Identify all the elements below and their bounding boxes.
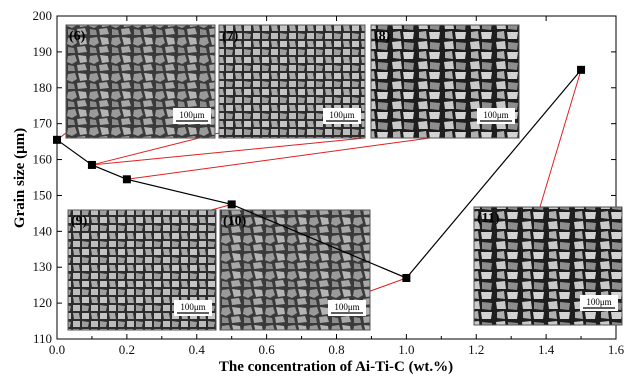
inset-connector-line bbox=[539, 69, 582, 208]
scale-bar-label: 100μm bbox=[483, 110, 508, 120]
inset-label: (7) bbox=[222, 29, 239, 44]
micrograph-inset: (11) 100μm bbox=[473, 206, 623, 326]
inset-label: (6) bbox=[69, 29, 86, 44]
scale-bar-background bbox=[580, 295, 618, 311]
inset-connector-line bbox=[91, 137, 366, 166]
micrograph-insets: (6) 100μm (7) 100μm (8) 100μm (9) 100μm (10) 100μ… bbox=[65, 24, 623, 331]
data-point bbox=[227, 200, 236, 209]
y-axis-title: Grain size (μm) bbox=[12, 128, 28, 228]
scale-bar-label: 100μm bbox=[329, 110, 354, 120]
micrograph-inset: (7) 100μm bbox=[218, 24, 366, 139]
scale-bar-background bbox=[173, 108, 211, 124]
data-series bbox=[53, 65, 586, 282]
axes: 0.0 0.2 0.4 0.6 0.8 1.0 1.2 1.4 1.6 110 120 130 140 1… bbox=[33, 8, 625, 357]
x-tick-label: 0.4 bbox=[189, 342, 206, 357]
y-tick-label: 200 bbox=[33, 8, 53, 23]
data-point bbox=[577, 65, 586, 74]
y-tick-label: 140 bbox=[33, 223, 53, 238]
y-tick-label: 130 bbox=[33, 259, 53, 274]
scale-bar-label: 100μm bbox=[586, 297, 611, 307]
micrograph-inset: (6) 100μm bbox=[65, 24, 216, 139]
y-tick-label: 120 bbox=[33, 295, 53, 310]
scale-bar-label: 100μm bbox=[179, 110, 204, 120]
x-tick-label: 1.4 bbox=[538, 342, 555, 357]
scale-bar-background bbox=[323, 108, 361, 124]
data-point bbox=[122, 175, 131, 184]
data-point bbox=[402, 273, 411, 282]
y-tick-label: 170 bbox=[33, 116, 53, 131]
scale-bar-background bbox=[477, 108, 515, 124]
scale-bar-background bbox=[174, 300, 212, 316]
y-tick-label: 190 bbox=[33, 44, 53, 59]
inset-label: (8) bbox=[374, 29, 391, 44]
y-tick-label: 180 bbox=[33, 80, 53, 95]
y-tick-label: 110 bbox=[33, 331, 52, 346]
x-tick-label: 1.0 bbox=[398, 342, 414, 357]
y-tick-label: 150 bbox=[33, 187, 53, 202]
micrograph-inset: (9) 100μm bbox=[67, 209, 217, 331]
scale-bar-label: 100μm bbox=[180, 302, 205, 312]
micrograph-inset: (8) 100μm bbox=[370, 24, 520, 139]
x-tick-label: 0.0 bbox=[49, 342, 65, 357]
scale-bar-label: 100μm bbox=[334, 302, 359, 312]
inset-label: (9) bbox=[71, 214, 88, 229]
x-tick-label: 0.2 bbox=[119, 342, 135, 357]
data-point bbox=[53, 135, 61, 144]
scale-bar-background bbox=[328, 300, 366, 316]
inset-label: (11) bbox=[477, 211, 500, 226]
x-tick-label: 0.6 bbox=[259, 342, 276, 357]
x-axis-title: The concentration of Ai-Ti-C (wt.%) bbox=[219, 359, 453, 375]
data-point bbox=[87, 160, 96, 169]
series-line bbox=[56, 69, 582, 279]
x-tick-label: 1.6 bbox=[608, 342, 625, 357]
micrograph-inset: (10) 100μm bbox=[219, 209, 371, 331]
x-tick-label: 1.2 bbox=[468, 342, 484, 357]
y-tick-label: 160 bbox=[33, 152, 53, 167]
x-tick-label: 0.8 bbox=[328, 342, 344, 357]
inset-connector-line bbox=[126, 137, 431, 180]
inset-label: (10) bbox=[223, 214, 247, 229]
